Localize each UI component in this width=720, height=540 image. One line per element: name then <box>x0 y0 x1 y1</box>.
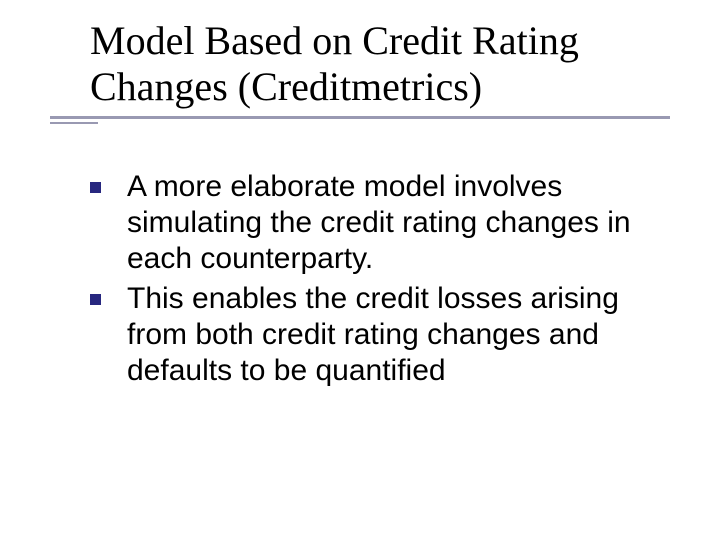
underline-short <box>50 122 98 124</box>
slide-title: Model Based on Credit Rating Changes (Cr… <box>90 18 660 110</box>
list-item: This enables the credit losses arising f… <box>90 281 640 389</box>
content-area: A more elaborate model involves simulati… <box>90 169 640 389</box>
square-bullet-icon <box>90 294 101 305</box>
underline-long <box>50 116 670 119</box>
title-block: Model Based on Credit Rating Changes (Cr… <box>90 18 660 110</box>
title-underline <box>50 116 670 119</box>
square-bullet-icon <box>90 182 101 193</box>
bullet-text: This enables the credit losses arising f… <box>127 281 640 389</box>
bullet-text: A more elaborate model involves simulati… <box>127 169 640 277</box>
slide-container: Model Based on Credit Rating Changes (Cr… <box>0 0 720 540</box>
list-item: A more elaborate model involves simulati… <box>90 169 640 277</box>
